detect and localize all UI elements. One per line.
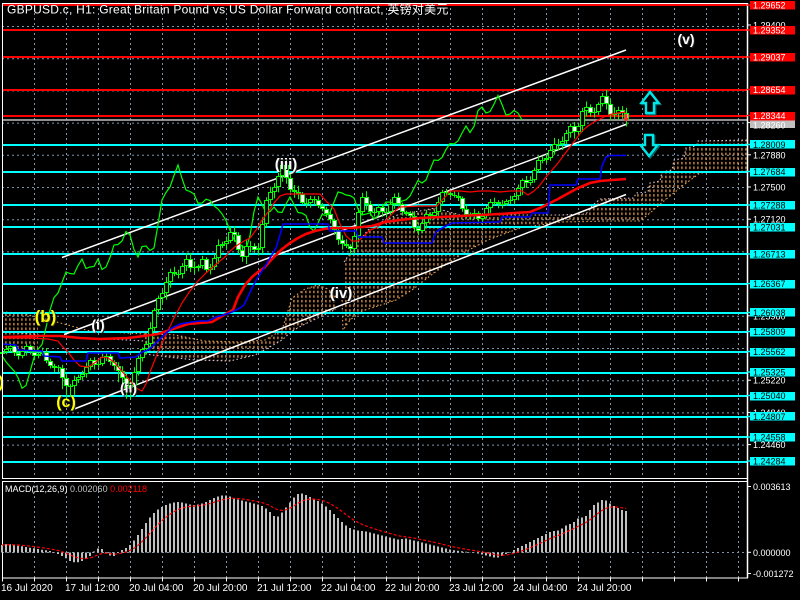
svg-text:20 Jul 04:00: 20 Jul 04:00 — [129, 583, 184, 594]
svg-text:(iv): (iv) — [330, 285, 353, 302]
svg-text:1.26367: 1.26367 — [753, 279, 786, 289]
svg-text:1.27684: 1.27684 — [753, 167, 786, 177]
svg-text:0.000000: 0.000000 — [753, 548, 791, 558]
svg-text:1.29037: 1.29037 — [753, 53, 786, 63]
svg-text:1.28654: 1.28654 — [753, 85, 786, 95]
svg-text:1.25220: 1.25220 — [753, 376, 786, 386]
svg-text:1.26038: 1.26038 — [753, 308, 786, 318]
svg-text:(iii): (iii) — [276, 157, 299, 174]
svg-text:(ii): (ii) — [120, 380, 137, 396]
svg-text:MACD(12,26,9) 0.002060 0.00211: MACD(12,26,9) 0.002060 0.002118 — [5, 484, 147, 494]
svg-text:1.24284: 1.24284 — [753, 457, 786, 467]
svg-text:(b): (b) — [36, 308, 58, 327]
svg-text:1.27500: 1.27500 — [753, 183, 786, 193]
svg-text:(iv): (iv) — [331, 286, 354, 303]
svg-text:17 Jul 12:00: 17 Jul 12:00 — [65, 583, 120, 594]
svg-text:1.29652: 1.29652 — [753, 1, 786, 11]
svg-text:1.29400: 1.29400 — [753, 21, 786, 31]
svg-text:GBPUSD.c, H1: Great Britain P: GBPUSD.c, H1: Great Britain Pound vs US … — [7, 2, 449, 17]
svg-text:1.26713: 1.26713 — [753, 250, 786, 260]
svg-text:(ii): (ii) — [121, 381, 138, 397]
svg-text:1.29352: 1.29352 — [753, 26, 786, 36]
svg-text:(iii): (iii) — [275, 156, 298, 173]
svg-text:1.27288: 1.27288 — [753, 201, 786, 211]
svg-text:1.24460: 1.24460 — [753, 440, 786, 450]
svg-text:1.24807: 1.24807 — [753, 412, 786, 422]
svg-text:20 Jul 20:00: 20 Jul 20:00 — [193, 583, 248, 594]
svg-text:16 Jul 2020: 16 Jul 2020 — [1, 583, 53, 594]
svg-text:24 Jul 20:00: 24 Jul 20:00 — [577, 583, 632, 594]
svg-text:22 Jul 04:00: 22 Jul 04:00 — [321, 583, 376, 594]
svg-text:(c): (c) — [56, 394, 76, 411]
svg-text:1.24558: 1.24558 — [753, 433, 786, 443]
svg-text:0.003613: 0.003613 — [753, 482, 791, 492]
svg-text:1.28260: 1.28260 — [753, 121, 786, 131]
svg-text:1.25040: 1.25040 — [753, 391, 786, 401]
svg-text:21 Jul 12:00: 21 Jul 12:00 — [257, 583, 312, 594]
svg-text:(v): (v) — [677, 31, 694, 47]
svg-text:1.25809: 1.25809 — [753, 327, 786, 337]
svg-text:(b): (b) — [35, 307, 57, 326]
svg-text:1.28344: 1.28344 — [753, 111, 786, 121]
svg-text:1.27880: 1.27880 — [753, 150, 786, 160]
svg-text:22 Jul 20:00: 22 Jul 20:00 — [385, 583, 440, 594]
svg-text:1.25325: 1.25325 — [753, 368, 786, 378]
svg-text:1.27120: 1.27120 — [753, 215, 786, 225]
svg-text:1.27031: 1.27031 — [753, 223, 786, 233]
svg-text:23 Jul 12:00: 23 Jul 12:00 — [449, 583, 504, 594]
svg-text:(c): (c) — [57, 395, 77, 412]
svg-text:1.28009: 1.28009 — [753, 140, 786, 150]
svg-text:-0.001272: -0.001272 — [753, 569, 794, 579]
svg-text:(i): (i) — [92, 318, 105, 334]
svg-text:24 Jul 04:00: 24 Jul 04:00 — [513, 583, 568, 594]
svg-text:(a): (a) — [0, 374, 4, 391]
svg-text:(v): (v) — [678, 32, 695, 48]
svg-text:1.25562: 1.25562 — [753, 347, 786, 357]
svg-text:(i): (i) — [91, 317, 104, 333]
